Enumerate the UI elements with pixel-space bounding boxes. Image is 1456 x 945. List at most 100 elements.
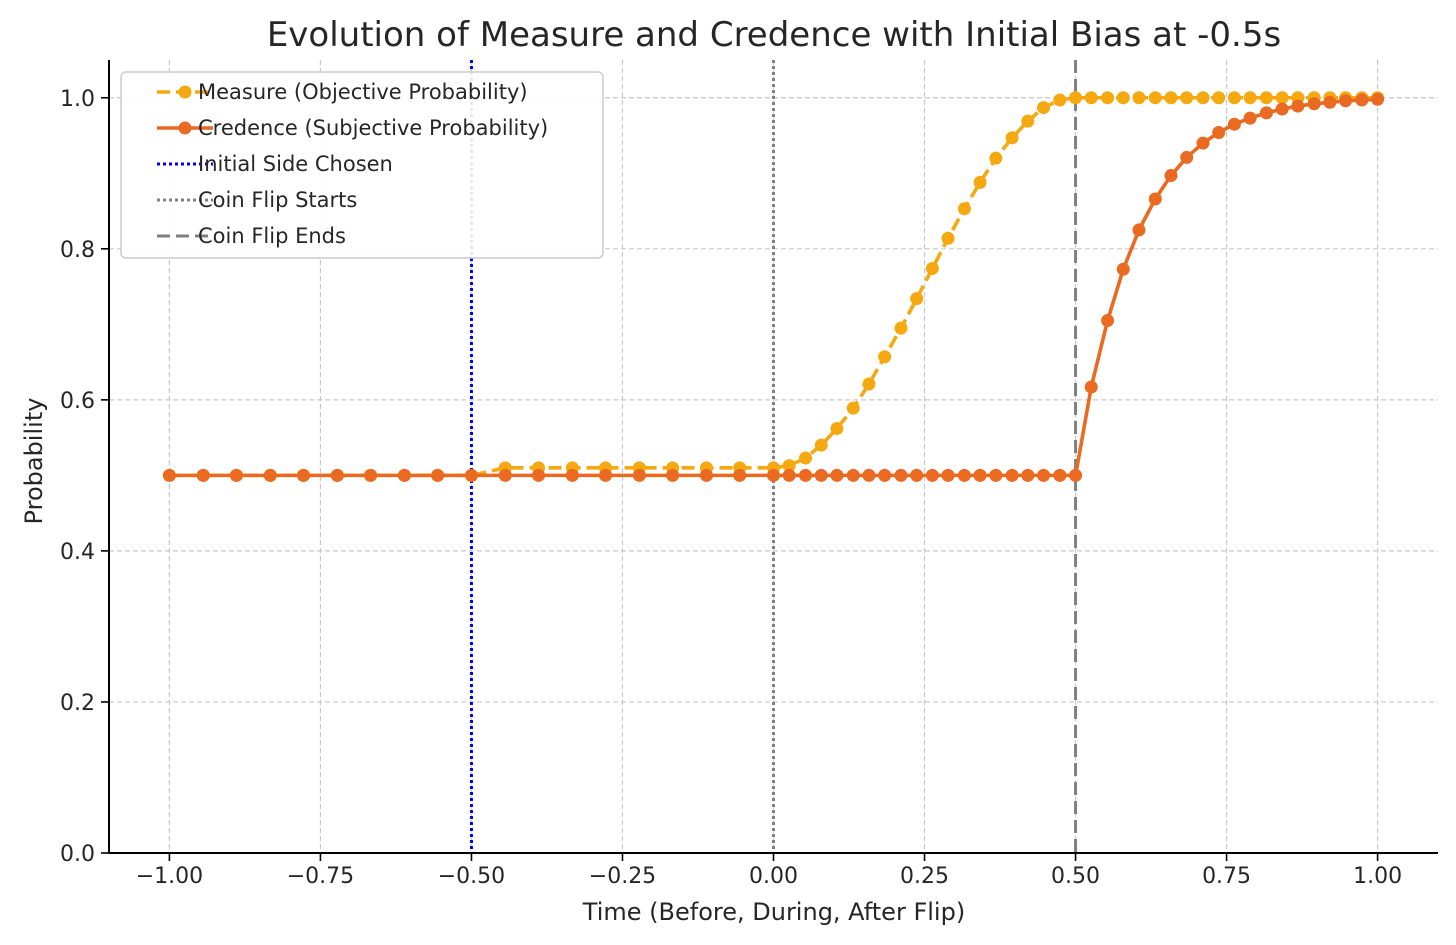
series-0-point-46 <box>1212 91 1226 105</box>
series-0-point-40 <box>1116 91 1130 105</box>
series-1-point-35 <box>1037 468 1051 482</box>
series-0-point-36 <box>1053 93 1067 107</box>
x-tick-label-3: −0.25 <box>589 864 656 889</box>
series-1-point-55 <box>1355 93 1369 107</box>
series-1-point-37 <box>1069 468 1083 482</box>
series-0-point-25 <box>878 350 892 364</box>
y-tick-label-1: 0.2 <box>60 691 95 716</box>
series-1-point-9 <box>464 468 478 482</box>
series-0-point-23 <box>846 401 860 415</box>
series-1-point-47 <box>1227 117 1241 131</box>
series-1-point-20 <box>799 468 813 482</box>
series-0-point-31 <box>973 175 987 189</box>
series-1-point-5 <box>330 468 344 482</box>
series-1-point-14 <box>632 468 646 482</box>
series-0-point-43 <box>1164 91 1178 105</box>
series-1-point-4 <box>297 468 311 482</box>
ticks: −1.00 −0.75 −0.50 −0.25 0.00 0.25 0.50 0.75 1.00… <box>60 87 1402 889</box>
series-1-point-51 <box>1291 99 1305 113</box>
series-line-0 <box>169 95 1378 478</box>
series-0-point-30 <box>957 202 971 216</box>
series-1-point-16 <box>699 468 713 482</box>
legend-label-series-1: Credence (Subjective Probability) <box>198 116 548 140</box>
series-1-point-54 <box>1339 94 1353 108</box>
series-1-point-25 <box>878 468 892 482</box>
series-1-point-7 <box>397 468 411 482</box>
series-1-point-22 <box>830 468 844 482</box>
series-0-point-32 <box>989 151 1003 165</box>
series-1-point-23 <box>846 468 860 482</box>
series-0-point-21 <box>814 438 828 452</box>
x-tick-label-7: 0.75 <box>1202 864 1251 889</box>
series-1-point-48 <box>1243 111 1257 125</box>
series-1-point-1 <box>196 468 210 482</box>
series-1-point-50 <box>1275 102 1289 116</box>
series-1-point-30 <box>957 468 971 482</box>
series-1-point-28 <box>925 468 939 482</box>
series-1-point-44 <box>1180 150 1194 164</box>
x-tick-label-2: −0.50 <box>438 864 505 889</box>
y-tick-label-0: 0.0 <box>60 842 95 867</box>
series-0-point-38 <box>1084 91 1098 105</box>
series-1-point-36 <box>1053 468 1067 482</box>
series-1-point-2 <box>229 468 243 482</box>
series-1-point-19 <box>782 468 796 482</box>
series-0-point-37 <box>1069 91 1083 105</box>
series-1-point-18 <box>767 468 780 482</box>
series-1-point-31 <box>973 468 987 482</box>
series-1-point-6 <box>364 468 378 482</box>
series-1-point-26 <box>894 468 908 482</box>
series-1-point-34 <box>1021 468 1035 482</box>
chart-title: Evolution of Measure and Credence with I… <box>267 15 1281 55</box>
series-0-point-34 <box>1021 114 1035 128</box>
series-1-point-42 <box>1148 192 1162 206</box>
legend-label-vline-1: Coin Flip Starts <box>198 188 357 212</box>
series-0-point-48 <box>1243 91 1257 105</box>
series-1-point-38 <box>1084 380 1098 394</box>
series-0-point-28 <box>925 261 939 275</box>
series-0-point-49 <box>1259 91 1273 105</box>
series-1-point-11 <box>532 468 546 482</box>
series-0-point-45 <box>1196 91 1210 105</box>
series-0-point-24 <box>862 377 876 391</box>
series-0-point-42 <box>1148 91 1162 105</box>
series-0-point-33 <box>1005 131 1019 145</box>
series-1-point-10 <box>498 468 512 482</box>
series-1-point-13 <box>599 468 613 482</box>
series-group <box>162 91 1385 482</box>
series-0-point-41 <box>1132 91 1146 105</box>
series-0-point-39 <box>1101 91 1115 105</box>
series-0-point-50 <box>1275 91 1289 105</box>
legend-box <box>120 71 604 259</box>
series-0-point-22 <box>830 422 844 436</box>
series-1-point-52 <box>1307 97 1321 111</box>
series-1-point-41 <box>1132 223 1146 237</box>
series-0-point-26 <box>894 321 908 335</box>
y-tick-label-5: 1.0 <box>60 87 95 112</box>
series-0-point-29 <box>941 231 955 245</box>
series-1-point-21 <box>814 468 828 482</box>
series-1-point-39 <box>1101 314 1115 328</box>
x-tick-label-1: −0.75 <box>287 864 354 889</box>
legend-marker-series-1 <box>178 121 192 135</box>
x-tick-label-8: 1.00 <box>1353 864 1402 889</box>
series-1-point-33 <box>1005 468 1019 482</box>
series-0-point-35 <box>1037 101 1051 115</box>
series-0-point-27 <box>910 292 924 306</box>
legend-label-vline-2: Coin Flip Ends <box>198 224 346 248</box>
series-1-point-0 <box>162 468 176 482</box>
series-1-point-32 <box>989 468 1003 482</box>
legend-label-series-0: Measure (Objective Probability) <box>198 80 528 104</box>
series-1-point-40 <box>1116 262 1130 276</box>
series-1 <box>162 92 1385 482</box>
series-1-point-49 <box>1259 106 1273 120</box>
legend-label-vline-0: Initial Side Chosen <box>198 152 393 176</box>
x-tick-label-6: 0.50 <box>1051 864 1100 889</box>
series-1-point-29 <box>941 468 955 482</box>
x-tick-label-0: −1.00 <box>136 864 203 889</box>
series-0-point-47 <box>1227 91 1241 105</box>
series-0-point-44 <box>1180 91 1194 105</box>
series-1-point-12 <box>565 468 579 482</box>
y-tick-label-3: 0.6 <box>60 389 95 414</box>
